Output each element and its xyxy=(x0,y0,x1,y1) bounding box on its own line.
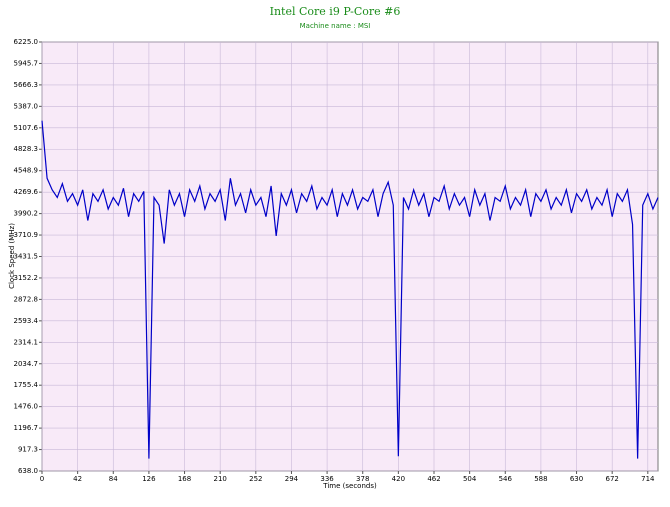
y-tick-label: 1196.7 xyxy=(14,424,39,432)
data-line xyxy=(41,120,659,459)
y-tick-label: 2872.8 xyxy=(14,295,39,303)
y-tick-label: 638.0 xyxy=(18,467,38,475)
y-tick-label: 5945.7 xyxy=(14,59,39,67)
chart-subtitle: Machine name : MSI xyxy=(300,22,371,30)
x-tick-label: 420 xyxy=(392,475,405,483)
x-tick-label: 588 xyxy=(534,475,547,483)
x-tick-label: 630 xyxy=(570,475,583,483)
y-tick-label: 5107.6 xyxy=(14,124,39,132)
y-tick-label: 6225.0 xyxy=(14,38,39,46)
x-tick-label: 294 xyxy=(285,475,299,483)
y-tick-label: 3431.5 xyxy=(14,253,39,261)
y-tick-label: 1755.4 xyxy=(14,381,39,389)
chart-title: Intel Core i9 P-Core #6 xyxy=(270,5,401,18)
x-tick-label: 378 xyxy=(356,475,369,483)
y-tick-label: 2034.7 xyxy=(14,360,39,368)
x-axis-label: Time (seconds) xyxy=(322,482,377,490)
y-axis-label: Clock Speed (MHz) xyxy=(8,223,16,289)
y-tick-label: 5387.0 xyxy=(14,102,39,110)
y-tick-label: 917.3 xyxy=(18,446,38,454)
x-tick-label: 252 xyxy=(249,475,262,483)
x-tick-label: 210 xyxy=(213,475,226,483)
x-tick-label: 546 xyxy=(499,475,513,483)
x-tick-label: 126 xyxy=(142,475,156,483)
y-tick-label: 3152.2 xyxy=(14,274,39,282)
x-tick-label: 336 xyxy=(320,475,334,483)
y-tick-label: 2593.4 xyxy=(14,317,39,325)
y-tick-label: 3990.2 xyxy=(14,210,39,218)
x-tick-label: 504 xyxy=(463,475,477,483)
x-tick-label: 0 xyxy=(40,475,44,483)
x-tick-label: 168 xyxy=(178,475,191,483)
y-tick-label: 1476.0 xyxy=(14,403,39,411)
y-tick-label: 3710.9 xyxy=(14,231,39,239)
y-tick-label: 4548.9 xyxy=(14,167,39,175)
x-tick-label: 462 xyxy=(427,475,440,483)
x-tick-label: 42 xyxy=(73,475,82,483)
x-tick-label: 84 xyxy=(109,475,118,483)
y-tick-label: 4828.3 xyxy=(14,145,39,153)
y-tick-label: 5666.3 xyxy=(14,81,39,89)
x-tick-label: 672 xyxy=(605,475,618,483)
y-tick-label: 4269.6 xyxy=(14,188,39,196)
x-tick-label: 714 xyxy=(641,475,655,483)
y-tick-label: 2314.1 xyxy=(14,338,39,346)
